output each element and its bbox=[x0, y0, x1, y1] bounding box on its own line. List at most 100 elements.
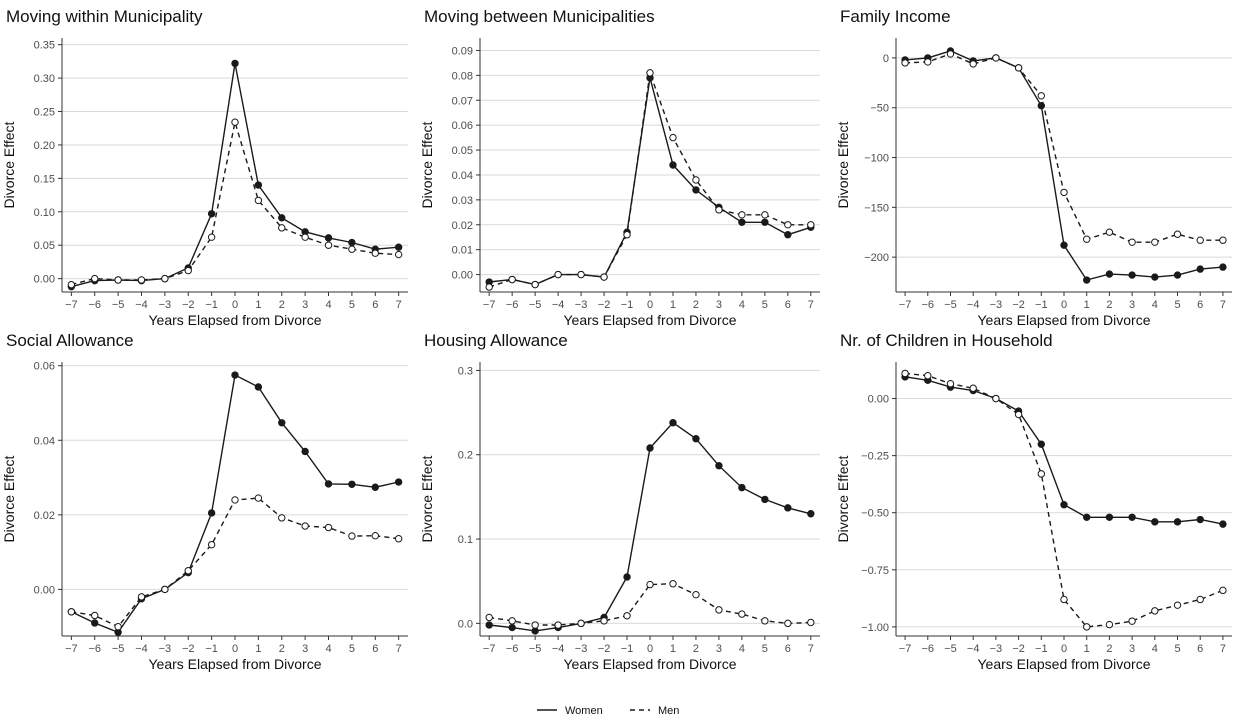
data-point-men bbox=[485, 613, 493, 622]
x-tick-label: −5 bbox=[529, 299, 542, 311]
data-point-men bbox=[91, 611, 99, 620]
data-point-women bbox=[1219, 263, 1227, 271]
x-tick-label: −2 bbox=[1012, 299, 1025, 311]
data-point-women bbox=[761, 218, 769, 226]
x-tick-label: 2 bbox=[279, 643, 285, 655]
data-point-men bbox=[761, 211, 769, 219]
series-line-men bbox=[905, 372, 1224, 628]
x-tick-label: −1 bbox=[205, 643, 218, 655]
data-point-men bbox=[278, 224, 286, 232]
x-tick-label: −3 bbox=[575, 299, 588, 311]
x-tick-label: 5 bbox=[762, 643, 768, 655]
y-axis-label: Divorce Effect bbox=[419, 121, 435, 208]
data-point-men bbox=[600, 617, 608, 625]
data-point-men bbox=[946, 50, 955, 58]
data-point-men bbox=[231, 496, 239, 504]
x-tick-label: 2 bbox=[1106, 299, 1112, 311]
x-tick-label: −5 bbox=[944, 299, 957, 311]
x-tick-label: −6 bbox=[88, 299, 101, 311]
x-tick-label: −7 bbox=[899, 643, 912, 655]
x-tick-label: 6 bbox=[785, 299, 791, 311]
data-point-men bbox=[969, 384, 977, 392]
data-point-men bbox=[161, 585, 169, 594]
data-point-men bbox=[784, 619, 792, 628]
data-point-men bbox=[1173, 601, 1182, 609]
x-tick-label: 7 bbox=[808, 643, 814, 655]
data-point-men bbox=[669, 580, 677, 588]
x-tick-label: 4 bbox=[739, 643, 745, 655]
data-point-men bbox=[924, 58, 932, 66]
x-tick-label: −2 bbox=[598, 299, 611, 311]
data-point-men bbox=[1128, 617, 1136, 625]
x-tick-label: 4 bbox=[1152, 299, 1158, 311]
x-tick-label: 1 bbox=[1084, 643, 1090, 655]
data-point-women bbox=[324, 234, 333, 242]
y-tick-label: 0.04 bbox=[452, 170, 473, 182]
y-tick-label: 0.35 bbox=[34, 40, 55, 52]
data-point-men bbox=[394, 250, 403, 259]
data-point-men bbox=[485, 283, 493, 291]
x-tick-label: 5 bbox=[762, 299, 768, 311]
data-point-women bbox=[348, 480, 356, 488]
x-tick-label: 2 bbox=[693, 643, 699, 655]
data-point-men bbox=[646, 69, 654, 77]
data-point-men bbox=[692, 176, 700, 184]
y-tick-label: −0.75 bbox=[861, 565, 889, 577]
x-tick-label: −3 bbox=[990, 643, 1003, 655]
data-point-men bbox=[554, 621, 562, 629]
data-point-women bbox=[692, 186, 700, 194]
data-point-women bbox=[1083, 513, 1091, 521]
data-point-men bbox=[992, 394, 1000, 403]
data-point-men bbox=[1060, 188, 1068, 197]
y-tick-label: 0.00 bbox=[868, 394, 889, 406]
data-point-men bbox=[531, 280, 539, 289]
x-tick-label: −2 bbox=[182, 643, 195, 655]
x-tick-label: 6 bbox=[372, 299, 378, 311]
x-tick-label: −2 bbox=[182, 299, 195, 311]
data-point-men bbox=[924, 372, 932, 380]
data-point-men bbox=[946, 379, 955, 388]
x-tick-label: −3 bbox=[575, 643, 588, 655]
legend-men-label: Men bbox=[658, 705, 679, 717]
data-point-men bbox=[577, 619, 585, 628]
x-tick-label: −6 bbox=[922, 643, 935, 655]
data-point-men bbox=[184, 266, 192, 275]
x-tick-label: −4 bbox=[135, 299, 148, 311]
x-tick-label: −3 bbox=[159, 299, 172, 311]
data-point-men bbox=[508, 617, 516, 625]
legend: Women Men bbox=[537, 705, 679, 717]
data-point-men bbox=[577, 270, 585, 279]
y-tick-label: 0.05 bbox=[452, 145, 473, 157]
data-point-women bbox=[485, 621, 493, 629]
data-point-men bbox=[554, 270, 562, 279]
x-tick-label: 1 bbox=[1084, 299, 1090, 311]
x-tick-label: 1 bbox=[255, 643, 261, 655]
y-tick-label: 0.0 bbox=[458, 618, 473, 630]
data-point-women bbox=[301, 447, 309, 456]
data-point-men bbox=[715, 606, 723, 614]
series-line-women bbox=[489, 421, 811, 632]
data-point-women bbox=[715, 461, 723, 470]
x-tick-label: −7 bbox=[65, 299, 78, 311]
data-point-men bbox=[692, 590, 700, 599]
data-point-women bbox=[738, 218, 746, 226]
x-tick-label: 2 bbox=[1106, 643, 1112, 655]
data-point-men bbox=[1151, 607, 1159, 615]
x-tick-label: −4 bbox=[967, 299, 980, 311]
data-point-men bbox=[301, 522, 309, 530]
x-axis-label: Years Elapsed from Divorce bbox=[563, 312, 736, 328]
data-point-women bbox=[254, 383, 263, 391]
x-tick-label: 7 bbox=[808, 299, 814, 311]
panel-title: Moving within Municipality bbox=[6, 7, 203, 26]
x-tick-label: −6 bbox=[88, 643, 101, 655]
x-tick-label: −6 bbox=[506, 299, 519, 311]
data-point-men bbox=[1196, 236, 1204, 244]
data-point-men bbox=[1060, 595, 1068, 604]
y-tick-label: 0.3 bbox=[458, 365, 473, 377]
data-point-men bbox=[371, 532, 379, 540]
x-tick-label: 6 bbox=[785, 643, 791, 655]
x-tick-label: 7 bbox=[396, 643, 402, 655]
data-point-women bbox=[1151, 273, 1159, 281]
y-tick-label: 0.01 bbox=[452, 245, 473, 257]
